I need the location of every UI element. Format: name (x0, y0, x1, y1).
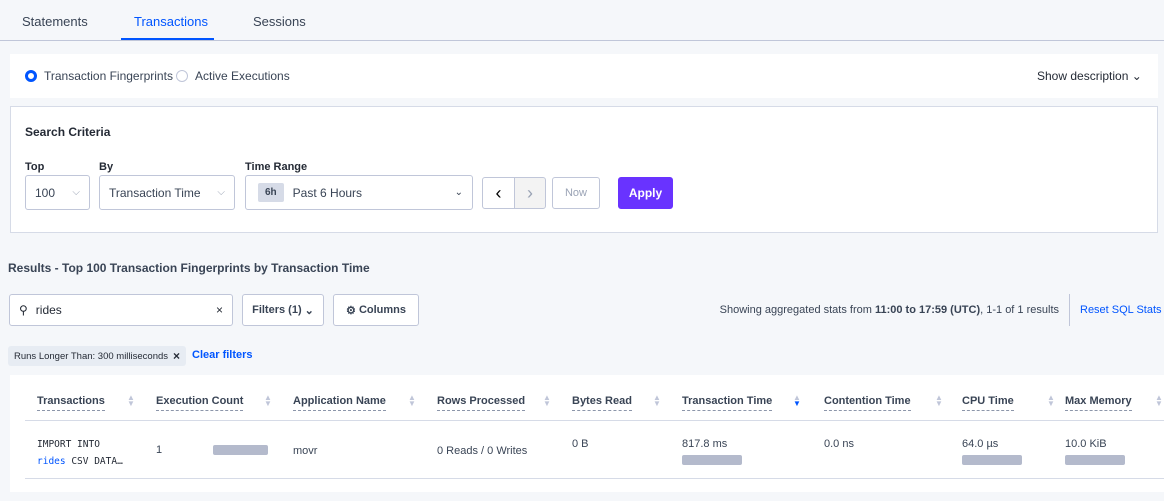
chevron-down-icon: ⌄ (304, 304, 314, 317)
sort-icon[interactable]: ▲ ▼ (264, 393, 272, 408)
sort-icon[interactable]: ▲ ▼ (543, 393, 551, 408)
column-header[interactable]: Max Memory (1065, 395, 1132, 411)
clear-filters-link[interactable]: Clear filters (192, 349, 253, 361)
top-select[interactable]: 100 ⌵ (25, 175, 90, 210)
next-time-button[interactable]: › (514, 177, 546, 209)
sort-icon[interactable]: ▲ ▼ (793, 393, 801, 408)
cpu-time: 64.0 µs (962, 438, 999, 450)
header-divider (25, 420, 1164, 421)
reset-sql-stats-link[interactable]: Reset SQL Stats (1080, 304, 1162, 316)
radio-active-executions[interactable]: Active Executions (176, 69, 290, 83)
radio-transaction-fingerprints[interactable]: Transaction Fingerprints (25, 69, 173, 83)
gear-icon: ⚙ (346, 304, 356, 317)
chevron-down-icon: ⌄ (454, 187, 463, 198)
column-header[interactable]: Transaction Time (682, 395, 773, 411)
column-header[interactable]: Transactions (37, 395, 105, 411)
column-header[interactable]: Execution Count (156, 395, 244, 411)
search-icon: ⚲ (19, 303, 28, 317)
tab-sessions[interactable]: Sessions (253, 14, 306, 29)
time-badge: 6h (258, 183, 284, 202)
remove-filter-icon[interactable]: × (173, 349, 181, 363)
apply-button[interactable]: Apply (618, 177, 673, 209)
divider (1069, 294, 1070, 326)
row-divider (25, 478, 1164, 479)
sort-icon[interactable]: ▲ ▼ (408, 393, 416, 408)
column-header[interactable]: Rows Processed (437, 395, 526, 411)
radio-on-icon (25, 70, 37, 82)
now-button[interactable]: Now (552, 177, 600, 209)
top-label: Top (25, 161, 45, 173)
time-range-select[interactable]: 6h Past 6 Hours ⌄ (245, 175, 473, 210)
by-select[interactable]: Transaction Time ⌵ (99, 175, 235, 210)
time-range-label: Time Range (245, 161, 308, 173)
columns-button[interactable]: ⚙ Columns (333, 294, 419, 326)
sort-icon[interactable]: ▲ ▼ (653, 393, 661, 408)
radio-off-icon (176, 70, 188, 82)
sort-icon[interactable]: ▲ ▼ (1155, 393, 1163, 408)
sort-icon[interactable]: ▲ ▼ (1047, 393, 1055, 408)
transaction-time-bar (682, 455, 742, 465)
application-name: movr (293, 445, 318, 457)
column-header[interactable]: Bytes Read (572, 395, 632, 411)
cpu-time-bar (962, 455, 1022, 465)
chevron-down-icon: ⌵ (72, 187, 80, 198)
search-criteria-title: Search Criteria (25, 125, 111, 139)
filters-button[interactable]: Filters (1) ⌄ (242, 294, 324, 326)
filter-chip: Runs Longer Than: 300 milliseconds × (8, 346, 187, 366)
tab-transactions[interactable]: Transactions (134, 14, 208, 29)
column-header[interactable]: Contention Time (824, 395, 911, 411)
sort-icon[interactable]: ▲ ▼ (127, 393, 135, 408)
max-memory: 10.0 KiB (1065, 438, 1107, 450)
execution-count: 1 (156, 444, 163, 456)
search-criteria-card (10, 106, 1158, 233)
show-description-button[interactable]: Show description ⌄ (1037, 69, 1142, 83)
transaction-time: 817.8 ms (682, 438, 728, 450)
by-label: By (99, 161, 114, 173)
column-header[interactable]: CPU Time (962, 395, 1014, 411)
tab-bar (0, 0, 1164, 41)
clear-search-icon[interactable]: × (215, 303, 223, 317)
previous-time-button[interactable]: ‹ (482, 177, 515, 209)
sort-icon[interactable]: ▲ ▼ (935, 393, 943, 408)
bytes-read: 0 B (572, 438, 589, 450)
active-tab-indicator (121, 38, 214, 40)
search-input[interactable]: ⚲ rides × (9, 294, 233, 326)
tab-statements[interactable]: Statements (22, 14, 88, 29)
execution-count-bar (213, 445, 268, 455)
results-summary: Showing aggregated stats from 11:00 to 1… (719, 304, 1059, 316)
chevron-down-icon: ⌵ (217, 187, 225, 198)
results-title: Results - Top 100 Transaction Fingerprin… (8, 261, 370, 275)
transactions-table (10, 375, 1164, 492)
rows-processed: 0 Reads / 0 Writes (437, 445, 528, 457)
max-memory-bar (1065, 455, 1125, 465)
view-toggle-bar (10, 54, 1158, 98)
chevron-down-icon: ⌄ (1131, 69, 1142, 83)
transaction-query-link[interactable]: IMPORT INTO rides CSV DATA… (37, 439, 123, 467)
column-header[interactable]: Application Name (293, 395, 386, 411)
contention-time: 0.0 ns (824, 438, 854, 450)
